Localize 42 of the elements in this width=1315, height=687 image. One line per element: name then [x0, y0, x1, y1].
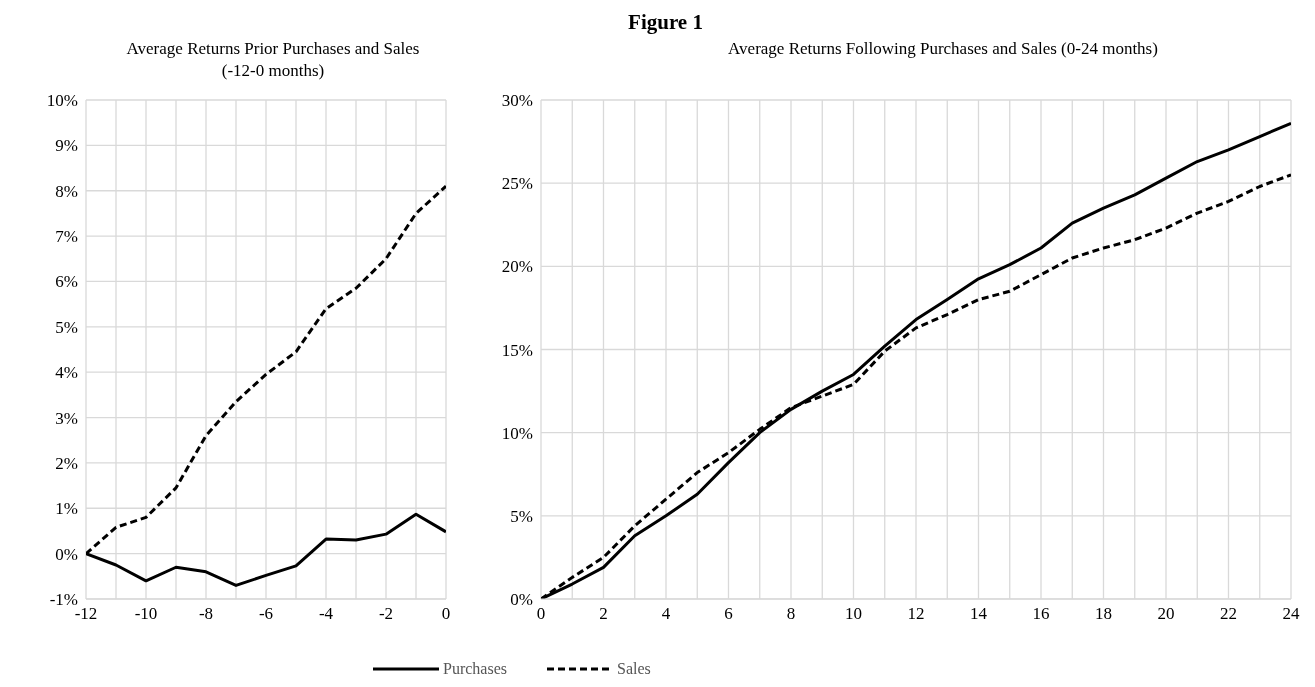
- y-tick-label: 25%: [501, 174, 533, 194]
- x-tick-label: 14: [970, 604, 988, 624]
- x-tick-label: -8: [198, 604, 214, 624]
- y-tick-label: 9%: [55, 136, 78, 156]
- y-tick-label: 20%: [501, 257, 533, 277]
- x-tick-label: 24: [1282, 604, 1300, 624]
- chart-title: Average Returns Prior Purchases and Sales (-12-0 months): [125, 38, 421, 82]
- x-tick-label: 2: [599, 604, 608, 624]
- y-tick-label: 10%: [501, 423, 533, 443]
- x-tick-label: 20: [1157, 604, 1175, 624]
- x-tick-label: 12: [907, 604, 925, 624]
- x-tick-label: 10: [845, 604, 862, 624]
- caption: Figure 1: [627, 10, 704, 35]
- legend-label: Sales: [616, 660, 651, 678]
- x-tick-label: -6: [258, 604, 274, 624]
- x-tick-label: 8: [786, 604, 796, 624]
- y-tick-label: 0%: [510, 590, 533, 610]
- y-tick-label: 4%: [55, 363, 78, 383]
- y-tick-label: 7%: [55, 227, 78, 247]
- x-tick-label: 0: [536, 604, 546, 624]
- legend-label: Purchases: [443, 660, 507, 678]
- y-tick-label: 5%: [55, 317, 78, 337]
- y-tick-label: 30%: [501, 91, 533, 111]
- x-tick-label: 6: [724, 604, 733, 624]
- y-tick-label: 5%: [510, 506, 533, 526]
- y-tick-label: 0%: [55, 544, 78, 564]
- x-tick-label: 4: [661, 604, 671, 624]
- y-tick-label: 3%: [55, 408, 78, 428]
- y-tick-label: 8%: [55, 181, 78, 201]
- x-tick-label: 16: [1032, 604, 1050, 624]
- x-tick-label: -4: [318, 604, 334, 624]
- x-tick-label: -2: [378, 604, 394, 624]
- y-tick-label: 2%: [55, 453, 78, 473]
- y-tick-label: 15%: [501, 340, 533, 360]
- x-tick-label: -10: [134, 604, 158, 624]
- x-tick-label: 22: [1220, 604, 1237, 624]
- x-tick-label: 0: [441, 604, 451, 624]
- y-tick-label: 10%: [46, 91, 78, 111]
- y-tick-label: 6%: [55, 272, 78, 292]
- x-tick-label: 18: [1095, 604, 1112, 624]
- chart-title: Average Returns Following Purchases and Sales (0-24 months): [727, 38, 1159, 60]
- y-tick-label: 1%: [55, 499, 78, 519]
